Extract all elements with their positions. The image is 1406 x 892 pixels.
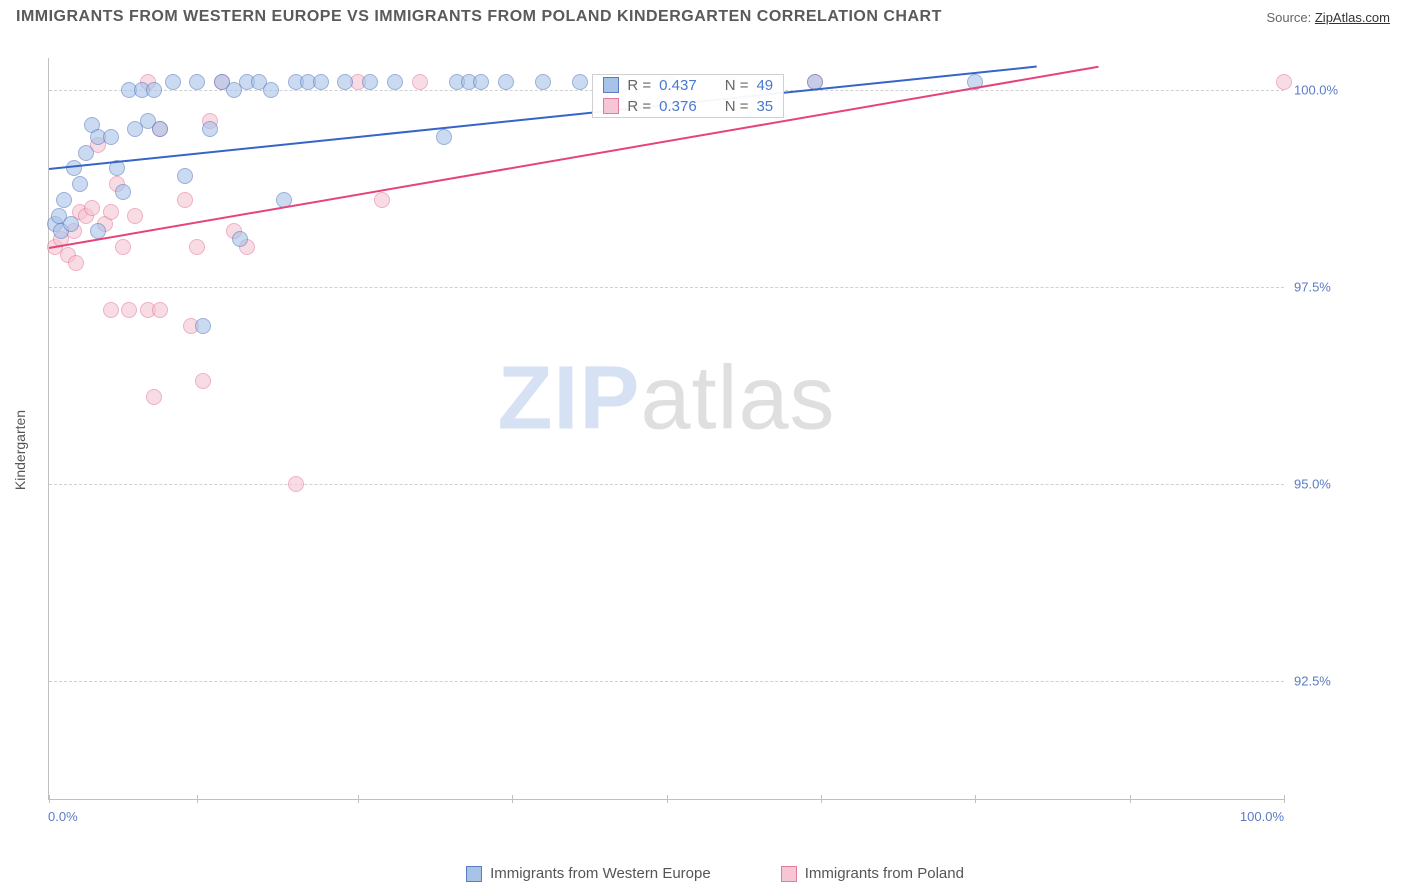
x-axis-min-label: 0.0% bbox=[48, 809, 78, 824]
y-tick-label: 95.0% bbox=[1294, 476, 1364, 491]
data-point bbox=[498, 74, 514, 90]
data-point bbox=[78, 145, 94, 161]
data-point bbox=[72, 176, 88, 192]
x-tick bbox=[197, 795, 198, 803]
x-tick bbox=[512, 795, 513, 803]
data-point bbox=[152, 121, 168, 137]
x-tick bbox=[667, 795, 668, 803]
data-point bbox=[127, 208, 143, 224]
data-point bbox=[56, 192, 72, 208]
data-point bbox=[146, 82, 162, 98]
swatch-icon bbox=[603, 77, 619, 93]
data-point bbox=[195, 373, 211, 389]
x-tick bbox=[1130, 795, 1131, 803]
data-point bbox=[387, 74, 403, 90]
data-point bbox=[115, 239, 131, 255]
legend-item-1: Immigrants from Western Europe bbox=[466, 865, 711, 882]
data-point bbox=[263, 82, 279, 98]
data-point bbox=[63, 216, 79, 232]
data-point bbox=[152, 302, 168, 318]
scatter-plot: ZIPatlas 92.5%95.0%97.5%100.0%R = 0.437N… bbox=[48, 58, 1284, 800]
gridline bbox=[49, 681, 1284, 682]
stats-row: R = 0.376N = 35 bbox=[593, 96, 783, 117]
x-tick bbox=[821, 795, 822, 803]
stats-row: R = 0.437N = 49 bbox=[593, 75, 783, 96]
y-tick-label: 97.5% bbox=[1294, 279, 1364, 294]
data-point bbox=[84, 200, 100, 216]
y-axis-label: Kindergarten bbox=[12, 410, 28, 490]
x-tick bbox=[1284, 795, 1285, 803]
chart-title: IMMIGRANTS FROM WESTERN EUROPE VS IMMIGR… bbox=[16, 8, 942, 26]
swatch-icon bbox=[466, 866, 482, 882]
x-tick bbox=[358, 795, 359, 803]
data-point bbox=[165, 74, 181, 90]
data-point bbox=[232, 231, 248, 247]
data-point bbox=[202, 121, 218, 137]
gridline bbox=[49, 484, 1284, 485]
data-point bbox=[115, 184, 131, 200]
trend-line bbox=[49, 66, 1099, 249]
data-point bbox=[362, 74, 378, 90]
legend: Immigrants from Western Europe Immigrant… bbox=[40, 865, 1390, 882]
legend-label-2: Immigrants from Poland bbox=[805, 865, 964, 882]
data-point bbox=[103, 302, 119, 318]
legend-item-2: Immigrants from Poland bbox=[781, 865, 964, 882]
x-tick bbox=[49, 795, 50, 803]
data-point bbox=[146, 389, 162, 405]
data-point bbox=[412, 74, 428, 90]
data-point bbox=[177, 168, 193, 184]
data-point bbox=[103, 129, 119, 145]
stats-box: R = 0.437N = 49R = 0.376N = 35 bbox=[592, 74, 784, 118]
data-point bbox=[68, 255, 84, 271]
data-point bbox=[103, 204, 119, 220]
watermark: ZIPatlas bbox=[497, 347, 835, 450]
data-point bbox=[121, 302, 137, 318]
swatch-icon bbox=[603, 98, 619, 114]
watermark-zip: ZIP bbox=[497, 348, 640, 448]
swatch-icon bbox=[781, 866, 797, 882]
source-label: Source: bbox=[1266, 10, 1314, 25]
data-point bbox=[572, 74, 588, 90]
x-tick bbox=[975, 795, 976, 803]
data-point bbox=[374, 192, 390, 208]
y-tick-label: 92.5% bbox=[1294, 673, 1364, 688]
legend-label-1: Immigrants from Western Europe bbox=[490, 865, 711, 882]
data-point bbox=[535, 74, 551, 90]
source-link[interactable]: ZipAtlas.com bbox=[1315, 10, 1390, 25]
data-point bbox=[337, 74, 353, 90]
data-point bbox=[288, 476, 304, 492]
data-point bbox=[195, 318, 211, 334]
y-tick-label: 100.0% bbox=[1294, 82, 1364, 97]
watermark-atlas: atlas bbox=[640, 348, 835, 448]
source: Source: ZipAtlas.com bbox=[1266, 10, 1390, 25]
gridline bbox=[49, 287, 1284, 288]
data-point bbox=[189, 74, 205, 90]
data-point bbox=[189, 239, 205, 255]
data-point bbox=[473, 74, 489, 90]
data-point bbox=[1276, 74, 1292, 90]
data-point bbox=[66, 160, 82, 176]
x-axis-max-label: 100.0% bbox=[1240, 809, 1284, 824]
data-point bbox=[177, 192, 193, 208]
data-point bbox=[313, 74, 329, 90]
data-point bbox=[436, 129, 452, 145]
